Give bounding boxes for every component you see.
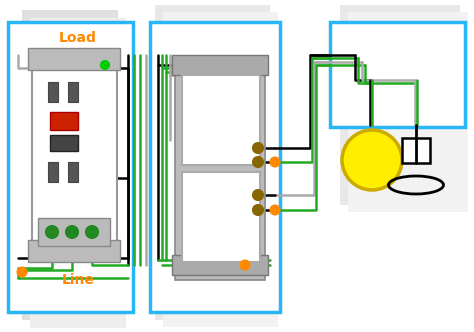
Circle shape	[101, 61, 109, 69]
Bar	[68, 82, 78, 102]
Bar	[340, 5, 460, 205]
Circle shape	[66, 226, 78, 238]
Circle shape	[18, 268, 27, 277]
Bar	[182, 172, 260, 262]
Text: Line: Line	[62, 273, 94, 287]
Circle shape	[342, 130, 402, 190]
Circle shape	[253, 205, 263, 215]
Bar	[38, 218, 110, 246]
Bar	[348, 12, 468, 212]
Bar	[175, 60, 265, 280]
Circle shape	[46, 226, 58, 238]
Bar	[48, 82, 58, 102]
Bar	[8, 22, 133, 312]
Bar	[172, 55, 268, 75]
Bar	[172, 255, 268, 275]
Circle shape	[86, 226, 98, 238]
Bar	[28, 48, 120, 70]
Circle shape	[253, 143, 263, 153]
Bar	[48, 162, 58, 182]
Bar	[163, 12, 278, 327]
Bar	[330, 22, 465, 127]
Bar	[155, 5, 270, 320]
Circle shape	[240, 261, 249, 270]
Bar	[182, 75, 260, 165]
Circle shape	[253, 157, 263, 167]
Bar	[68, 162, 78, 182]
Bar	[22, 10, 118, 320]
Bar	[50, 135, 78, 151]
Circle shape	[271, 157, 280, 167]
Circle shape	[271, 206, 280, 214]
Bar	[28, 240, 120, 262]
Text: Load: Load	[59, 31, 97, 45]
Bar	[32, 50, 117, 260]
Bar	[30, 18, 126, 328]
Bar	[402, 138, 430, 163]
Bar	[50, 112, 78, 130]
Bar	[150, 22, 280, 312]
Circle shape	[253, 190, 263, 200]
